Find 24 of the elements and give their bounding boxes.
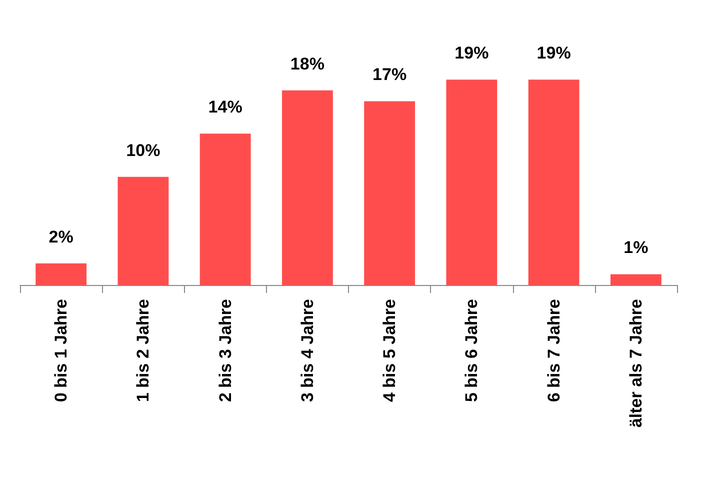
- data-label: 2%: [48, 227, 74, 246]
- data-label: 1%: [624, 238, 648, 258]
- x-tick-label: 3 bis 4 Jahre: [298, 299, 317, 402]
- data-label: 17%: [372, 65, 407, 84]
- bar: [282, 90, 333, 285]
- x-tick-label: 6 bis 7 Jahre: [544, 299, 564, 402]
- data-label: 14%: [208, 98, 242, 117]
- data-label: 10%: [126, 140, 160, 160]
- bar: [364, 101, 416, 285]
- data-label: 19%: [536, 44, 571, 63]
- x-tick-label: 1 bis 2 Jahre: [134, 299, 153, 402]
- x-tick-label: 2 bis 3 Jahre: [216, 299, 235, 402]
- bar: [528, 80, 580, 285]
- data-label: 19%: [454, 44, 489, 63]
- bar: [446, 80, 498, 285]
- x-tick-label: 5 bis 6 Jahre: [462, 299, 482, 402]
- x-tick-label: 4 bis 5 Jahre: [380, 299, 400, 402]
- x-tick-label: 0 bis 1 Jahre: [52, 299, 71, 402]
- data-label: 18%: [290, 54, 324, 74]
- bar: [36, 263, 87, 285]
- bar: [118, 176, 169, 285]
- bar: [610, 274, 662, 285]
- x-tick-label: älter als 7 Jahre: [626, 299, 646, 428]
- bar: [200, 134, 251, 285]
